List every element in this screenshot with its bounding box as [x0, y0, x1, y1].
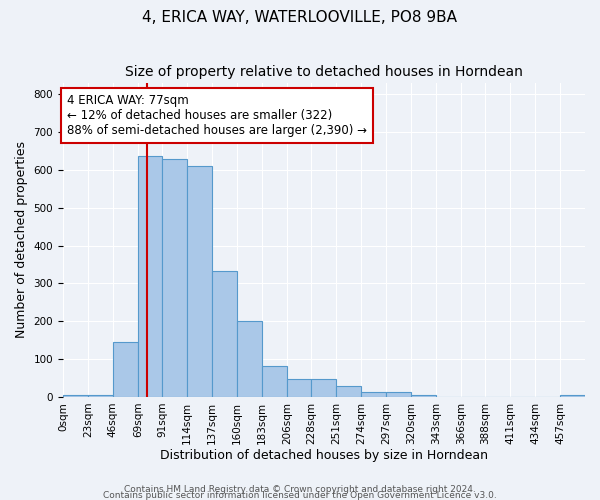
Bar: [560, 395, 585, 397]
Y-axis label: Number of detached properties: Number of detached properties: [15, 142, 28, 338]
Text: 4, ERICA WAY, WATERLOOVILLE, PO8 9BA: 4, ERICA WAY, WATERLOOVILLE, PO8 9BA: [143, 10, 458, 25]
Bar: [262, 366, 287, 397]
X-axis label: Distribution of detached houses by size in Horndean: Distribution of detached houses by size …: [160, 450, 488, 462]
Bar: [336, 386, 361, 397]
Text: 4 ERICA WAY: 77sqm
← 12% of detached houses are smaller (322)
88% of semi-detach: 4 ERICA WAY: 77sqm ← 12% of detached hou…: [67, 94, 367, 138]
Text: Contains public sector information licensed under the Open Government Licence v3: Contains public sector information licen…: [103, 491, 497, 500]
Bar: [187, 166, 212, 397]
Title: Size of property relative to detached houses in Horndean: Size of property relative to detached ho…: [125, 65, 523, 79]
Text: Contains HM Land Registry data © Crown copyright and database right 2024.: Contains HM Land Registry data © Crown c…: [124, 484, 476, 494]
Bar: [361, 392, 386, 397]
Bar: [113, 342, 138, 397]
Bar: [411, 395, 436, 397]
Bar: [162, 158, 187, 397]
Bar: [237, 322, 262, 397]
Bar: [63, 395, 88, 397]
Bar: [88, 395, 113, 397]
Bar: [138, 156, 162, 397]
Bar: [287, 379, 311, 397]
Bar: [311, 379, 336, 397]
Bar: [386, 392, 411, 397]
Bar: [212, 271, 237, 397]
